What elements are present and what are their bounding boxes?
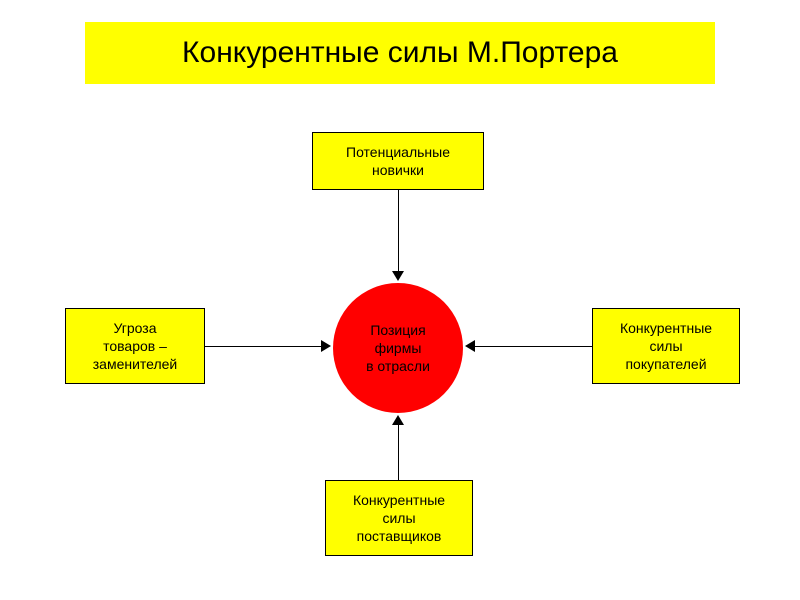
arrowhead-right	[465, 341, 474, 351]
arrow-bottom	[398, 424, 399, 480]
arrow-top	[398, 190, 399, 272]
force-label: Конкурентные силы поставщиков	[353, 491, 445, 546]
force-box-top: Потенциальные новички	[312, 132, 484, 190]
arrow-left	[205, 346, 322, 347]
center-circle: Позиция фирмы в отрасли	[333, 283, 463, 413]
force-label: Угроза товаров – заменителей	[93, 319, 178, 374]
force-box-left: Угроза товаров – заменителей	[65, 308, 205, 384]
force-box-bottom: Конкурентные силы поставщиков	[325, 480, 473, 556]
title-text: Конкурентные силы М.Портера	[182, 36, 618, 70]
force-label: Потенциальные новички	[346, 143, 450, 179]
force-label: Конкурентные силы покупателей	[620, 319, 712, 374]
arrow-right	[474, 346, 592, 347]
center-label: Позиция фирмы в отрасли	[366, 321, 430, 376]
force-box-right: Конкурентные силы покупателей	[592, 308, 740, 384]
arrowhead-top	[393, 272, 403, 281]
title-bar: Конкурентные силы М.Портера	[85, 22, 715, 84]
arrowhead-left	[322, 341, 331, 351]
arrowhead-bottom	[393, 415, 403, 424]
